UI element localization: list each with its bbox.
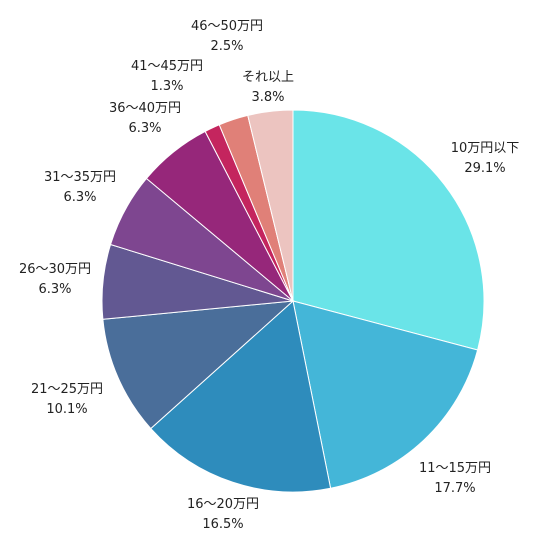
slice-value-11-15man: 17.7% bbox=[434, 481, 475, 496]
slice-label-21-25man: 21〜25万円 bbox=[31, 382, 103, 397]
pie-slice-0 bbox=[292, 109, 485, 351]
slice-value-26-30man: 6.3% bbox=[38, 282, 71, 297]
pie-slice-1 bbox=[292, 300, 479, 489]
slice-label-26-30man: 26〜30万円 bbox=[19, 262, 91, 277]
slice-value-10man-ika: 29.1% bbox=[464, 161, 505, 176]
slice-value-31-35man: 6.3% bbox=[63, 190, 96, 205]
pie-slice-3 bbox=[102, 300, 295, 430]
pie-slices bbox=[101, 109, 485, 493]
slice-label-36-40man: 36〜40万円 bbox=[109, 101, 181, 116]
slice-label-46-50man: 46〜50万円 bbox=[191, 19, 263, 34]
slice-label-16-20man: 16〜20万円 bbox=[187, 497, 259, 512]
pie-labels: 10万円以下 29.1% 11〜15万円 17.7% 16〜20万円 16.5%… bbox=[19, 19, 519, 532]
slice-label-sore-ijo: それ以上 bbox=[242, 70, 294, 85]
slice-value-36-40man: 6.3% bbox=[128, 121, 161, 136]
slice-value-sore-ijo: 3.8% bbox=[251, 90, 284, 105]
slice-value-41-45man: 1.3% bbox=[150, 79, 183, 94]
pie-slice-9 bbox=[247, 109, 294, 302]
slice-value-16-20man: 16.5% bbox=[202, 517, 243, 532]
slice-label-41-45man: 41〜45万円 bbox=[131, 59, 203, 74]
slice-label-10man-ika: 10万円以下 bbox=[451, 141, 520, 156]
slice-label-31-35man: 31〜35万円 bbox=[44, 170, 116, 185]
pie-slice-2 bbox=[150, 300, 332, 493]
slice-label-11-15man: 11〜15万円 bbox=[419, 461, 491, 476]
slice-value-46-50man: 2.5% bbox=[210, 39, 243, 54]
slice-value-21-25man: 10.1% bbox=[46, 402, 87, 417]
